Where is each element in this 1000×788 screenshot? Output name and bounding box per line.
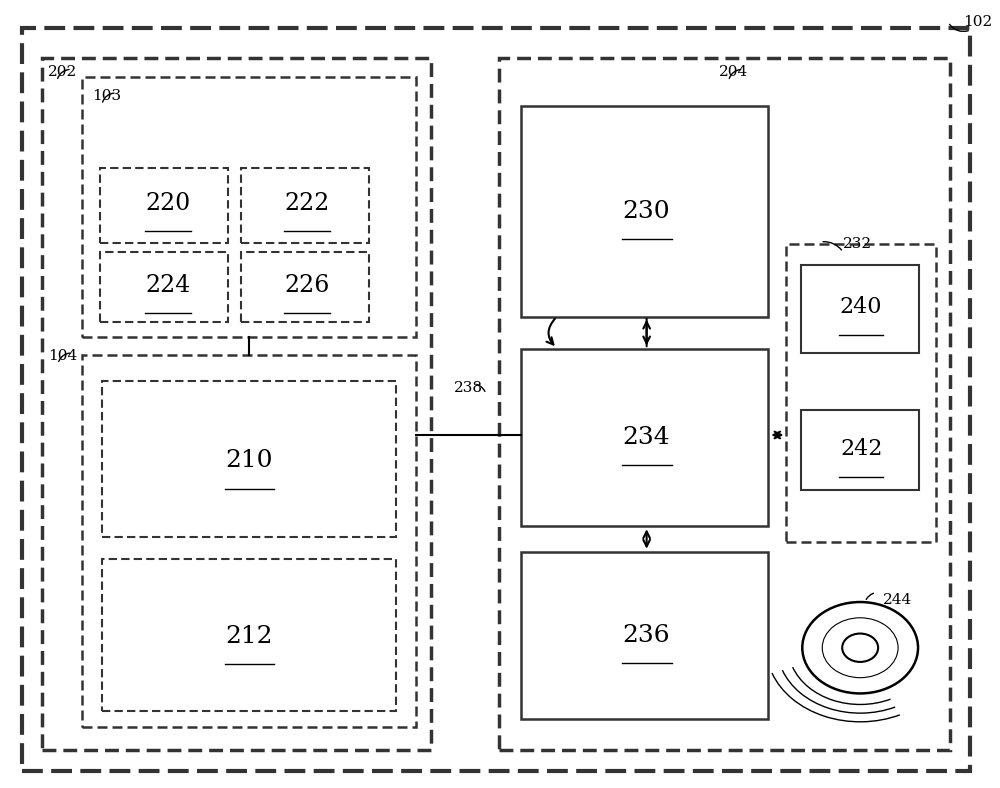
Bar — [102, 559, 396, 711]
Bar — [82, 77, 416, 337]
Text: 230: 230 — [623, 199, 670, 223]
Bar — [521, 106, 768, 317]
Bar — [42, 58, 431, 750]
Text: 234: 234 — [623, 426, 670, 449]
Text: 240: 240 — [840, 296, 882, 318]
Text: 224: 224 — [145, 273, 190, 297]
Text: 242: 242 — [840, 438, 882, 460]
Bar — [241, 168, 369, 243]
Bar — [241, 252, 369, 322]
Text: 244: 244 — [883, 593, 912, 608]
Bar — [82, 355, 416, 727]
Bar — [786, 244, 936, 542]
Text: 204: 204 — [718, 65, 748, 80]
Bar — [521, 349, 768, 526]
Text: 212: 212 — [226, 625, 273, 649]
Text: 236: 236 — [623, 623, 670, 647]
Bar — [499, 58, 950, 750]
Text: 238: 238 — [454, 381, 483, 395]
Bar — [100, 252, 228, 322]
Bar — [801, 410, 919, 490]
Text: 210: 210 — [226, 449, 273, 473]
Bar — [801, 265, 919, 353]
Text: 232: 232 — [843, 237, 872, 251]
Text: 102: 102 — [963, 15, 992, 29]
Bar — [521, 552, 768, 719]
Text: 202: 202 — [48, 65, 77, 80]
Text: 222: 222 — [285, 191, 330, 215]
Text: 226: 226 — [285, 273, 330, 297]
Text: 103: 103 — [92, 89, 121, 103]
Text: 220: 220 — [145, 191, 190, 215]
Bar — [102, 381, 396, 537]
Bar — [100, 168, 228, 243]
Text: 104: 104 — [48, 349, 77, 363]
